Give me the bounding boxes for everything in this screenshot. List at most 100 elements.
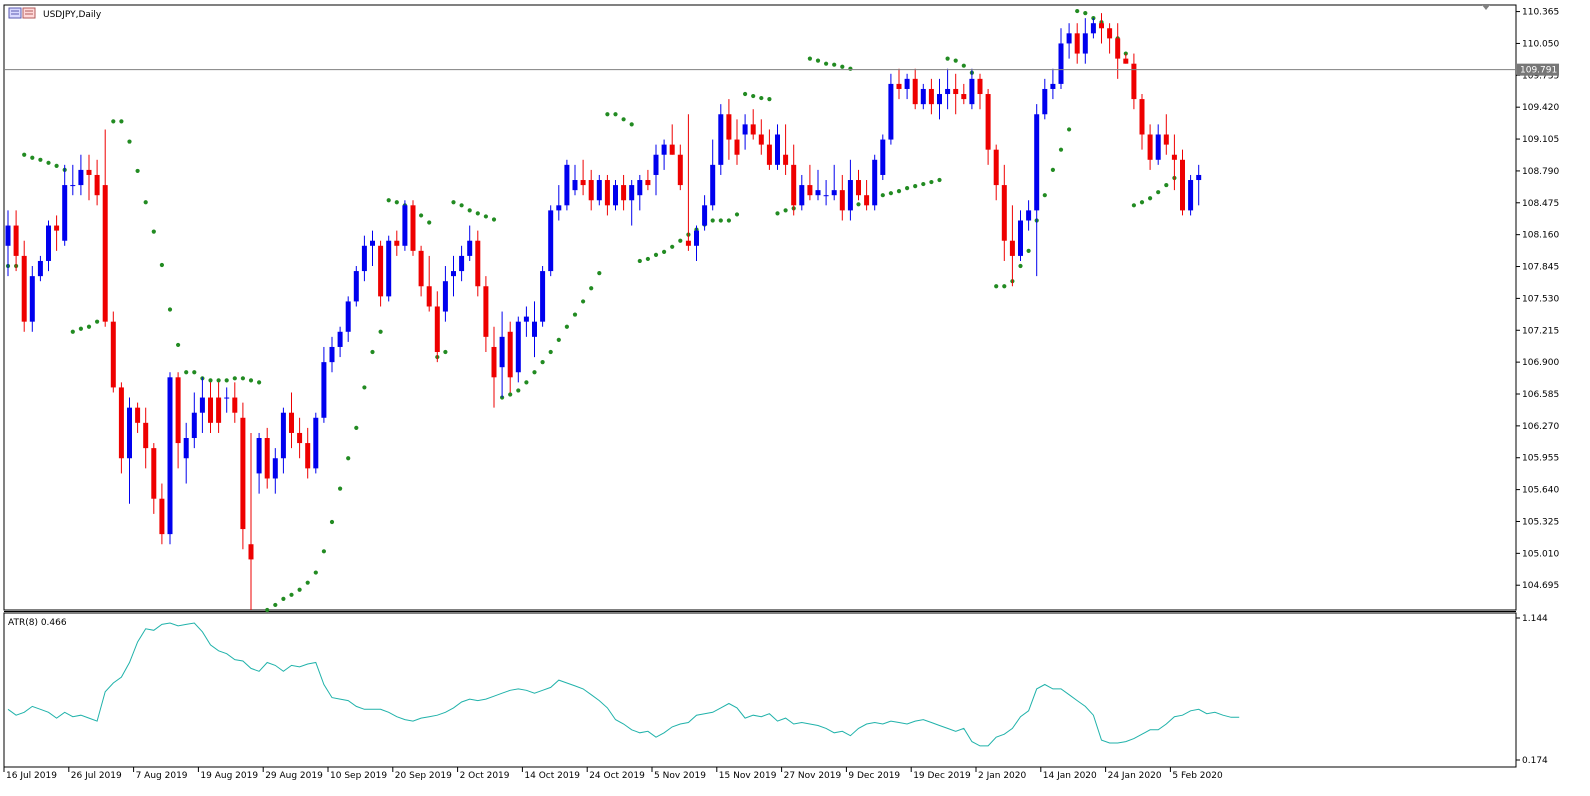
candle-body [928,88,934,105]
sar-dot [896,189,902,194]
candle-body [1115,38,1121,59]
sar-dot [532,370,537,375]
sar-dot [524,380,529,385]
sar-dot [743,91,748,97]
candle-body [953,88,959,95]
candle-body [1131,63,1137,100]
candle-body [127,407,132,459]
candle-body [613,185,618,206]
candle-body [143,422,149,449]
candle-body [1180,159,1185,211]
candle-body [94,174,100,196]
sar-dot [95,319,100,324]
sar-dot [508,392,513,397]
time-tick-label: 19 Dec 2019 [913,771,971,781]
sar-dot [167,307,173,312]
candle-body [1171,154,1177,160]
sar-dot [556,337,561,342]
candle-body [151,448,157,499]
candle-body [54,225,60,231]
price-tick-label: 109.105 [1522,135,1559,145]
sar-dot [540,360,545,365]
time-tick-label: 2 Oct 2019 [460,771,510,781]
sar-dot [176,342,181,348]
candle-body [199,397,205,413]
price-tick-label: 108.475 [1522,199,1559,209]
sar-dot [467,208,472,213]
sar-dot [111,119,116,124]
time-tick-label: 15 Nov 2019 [719,771,777,781]
candle-body [467,240,473,256]
candle-body [135,407,141,423]
price-tick-label: 110.365 [1522,8,1559,18]
candle-body [548,210,554,272]
sar-dot [305,580,310,585]
price-tick-label: 107.845 [1522,263,1559,273]
sar-dot [1042,193,1047,198]
candle-body [985,94,991,150]
candle-body [1018,220,1023,256]
candle-body [248,544,254,560]
candle-body [386,240,392,297]
candle-body [572,180,578,191]
sar-dot [629,122,634,127]
sar-dot [662,249,667,254]
sar-dot [459,203,464,208]
candle-body [378,245,384,297]
candle-body [880,139,886,175]
sar-dot [427,220,432,225]
candle-body [159,498,165,535]
sar-dot [86,324,92,329]
sar-dot [338,486,343,491]
sar-dot [678,238,683,243]
price-tick-label: 104.695 [1522,581,1559,591]
sar-dot [378,329,383,334]
candle-body [1196,174,1202,181]
candle-body [742,124,748,135]
candle-body [596,180,602,201]
shift-marker-icon [1482,5,1490,10]
sar-dot [232,376,237,381]
sar-dot [613,112,618,117]
candle-body [580,180,586,186]
sar-dot [1156,190,1161,195]
sar-dot [38,157,43,162]
candle-body [815,190,821,196]
sar-dot [54,163,59,168]
sar-dot [281,596,286,601]
sar-dot [491,217,497,222]
sar-dot [597,271,602,276]
time-tick-label: 7 Aug 2019 [136,771,188,781]
candle-body [402,205,408,246]
price-axis: 110.365 110.050 109.735 109.420 109.105 108.7… [1516,8,1559,591]
candle-body [191,412,197,439]
sar-dot [1164,182,1169,188]
sar-dot [483,214,488,219]
sar-dot [670,244,675,249]
candlestick-series [5,13,1202,610]
time-tick-label: 29 Aug 2019 [265,771,323,781]
price-tick-label: 106.270 [1522,422,1559,432]
time-tick-label: 14 Jan 2020 [1043,771,1097,781]
sar-dot [257,380,262,385]
candle-body [459,255,465,272]
sar-dot [621,117,626,122]
sar-dot [240,376,245,381]
candle-body [426,286,432,307]
sar-dot [807,56,813,61]
candle-body [669,144,675,155]
candle-body [483,286,489,337]
candle-body [523,316,529,322]
candle-body [564,164,570,206]
candle-body [1082,33,1088,54]
candle-body [637,180,643,196]
sar-dot [1067,127,1072,132]
candle-body [588,180,594,201]
candle-body [1001,185,1007,241]
candle-body [361,245,367,272]
sar-dot [937,177,942,183]
candle-body [256,438,262,474]
candle-body [86,169,92,175]
sar-dot [1050,167,1055,173]
